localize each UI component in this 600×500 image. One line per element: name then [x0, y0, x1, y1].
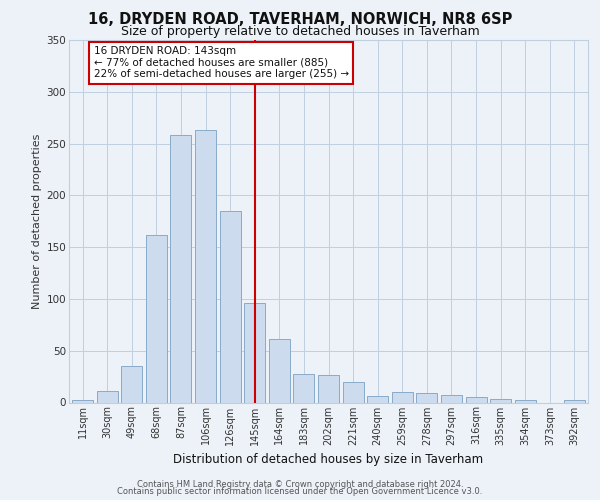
Text: Contains public sector information licensed under the Open Government Licence v3: Contains public sector information licen… [118, 487, 482, 496]
Bar [72, 400, 93, 402]
Bar [121, 366, 142, 403]
Bar [367, 396, 388, 402]
Bar [343, 382, 364, 402]
Bar [515, 400, 536, 402]
Bar [490, 400, 511, 402]
Bar [441, 395, 462, 402]
Bar [293, 374, 314, 402]
Bar [170, 136, 191, 402]
Bar [220, 211, 241, 402]
Bar [318, 374, 339, 402]
Bar [416, 393, 437, 402]
Bar [146, 234, 167, 402]
Bar [269, 340, 290, 402]
Bar [392, 392, 413, 402]
Bar [97, 391, 118, 402]
Text: 16, DRYDEN ROAD, TAVERHAM, NORWICH, NR8 6SP: 16, DRYDEN ROAD, TAVERHAM, NORWICH, NR8 … [88, 12, 512, 28]
Bar [466, 398, 487, 402]
Text: 16 DRYDEN ROAD: 143sqm
← 77% of detached houses are smaller (885)
22% of semi-de: 16 DRYDEN ROAD: 143sqm ← 77% of detached… [94, 46, 349, 80]
Bar [244, 303, 265, 402]
Text: Contains HM Land Registry data © Crown copyright and database right 2024.: Contains HM Land Registry data © Crown c… [137, 480, 463, 489]
X-axis label: Distribution of detached houses by size in Taverham: Distribution of detached houses by size … [173, 453, 484, 466]
Text: Size of property relative to detached houses in Taverham: Size of property relative to detached ho… [121, 25, 479, 38]
Bar [195, 130, 216, 402]
Bar [564, 400, 585, 402]
Y-axis label: Number of detached properties: Number of detached properties [32, 134, 43, 309]
